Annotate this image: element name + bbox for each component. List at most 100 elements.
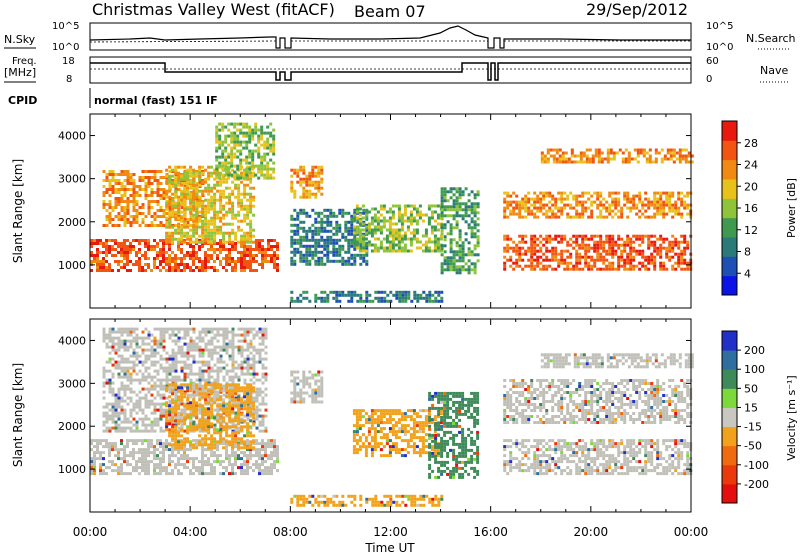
velocity-echo-cell xyxy=(99,472,102,475)
velocity-echo-cell xyxy=(154,370,157,373)
power-echo-cell xyxy=(688,161,691,164)
power-echo-cell xyxy=(533,250,536,253)
power-echo-cell xyxy=(530,241,533,244)
power-echo-cell xyxy=(530,235,533,238)
power-echo-cell xyxy=(165,241,168,244)
power-echo-cell xyxy=(171,193,174,196)
power-echo-cell xyxy=(132,248,135,251)
power-echo-cell xyxy=(326,257,329,260)
power-echo-cell xyxy=(273,263,276,266)
power-echo-cell xyxy=(103,203,106,206)
power-echo-cell xyxy=(554,235,557,238)
velocity-echo-cell xyxy=(142,343,145,346)
power-echo-cell xyxy=(638,262,641,265)
power-echo-cell xyxy=(459,247,462,250)
power-echo-cell xyxy=(462,214,465,217)
power-echo-cell xyxy=(637,161,640,164)
power-echo-cell xyxy=(380,241,383,244)
power-echo-cell xyxy=(656,201,659,204)
power-echo-cell xyxy=(138,257,141,260)
power-echo-cell xyxy=(683,247,686,250)
power-echo-cell xyxy=(118,173,121,176)
velocity-echo-cell xyxy=(231,451,234,454)
power-echo-cell xyxy=(186,266,189,269)
power-echo-cell xyxy=(249,248,252,251)
power-echo-cell xyxy=(608,192,611,195)
power-echo-cell xyxy=(441,271,444,274)
power-echo-cell xyxy=(611,192,614,195)
power-echo-cell xyxy=(413,229,416,232)
power-echo-cell xyxy=(551,216,554,219)
power-echo-cell xyxy=(656,247,659,250)
power-echo-cell xyxy=(683,207,686,210)
power-echo-cell xyxy=(186,208,189,211)
power-echo-cell xyxy=(148,203,151,206)
power-echo-cell xyxy=(646,158,649,161)
power-echo-cell xyxy=(168,184,171,187)
power-echo-cell xyxy=(276,245,279,248)
power-echo-cell xyxy=(329,236,332,239)
velocity-echo-cell xyxy=(157,424,160,427)
velocity-echo-cell xyxy=(136,373,139,376)
power-echo-cell xyxy=(668,259,671,262)
power-echo-cell xyxy=(311,230,314,233)
power-echo-cell xyxy=(459,259,462,262)
power-echo-cell xyxy=(99,239,102,242)
power-echo-cell xyxy=(127,170,130,173)
velocity-echo-cell xyxy=(193,358,196,361)
power-echo-cell xyxy=(428,300,431,303)
power-echo-cell xyxy=(401,238,404,241)
power-echo-cell xyxy=(215,132,218,135)
power-echo-cell xyxy=(392,217,395,220)
power-echo-cell xyxy=(231,190,234,193)
velocity-echo-cell xyxy=(267,454,270,457)
power-echo-cell xyxy=(249,223,252,226)
power-echo-cell xyxy=(240,263,243,266)
velocity-echo-cell xyxy=(156,454,159,457)
power-echo-cell xyxy=(171,211,174,214)
power-echo-cell xyxy=(201,190,204,193)
power-echo-cell xyxy=(243,190,246,193)
velocity-echo-cell xyxy=(117,451,120,454)
power-echo-cell xyxy=(162,254,165,257)
nsky-tick-bottom: 10^0 xyxy=(52,42,79,53)
velocity-echo-cell xyxy=(211,355,214,358)
power-echo-cell xyxy=(177,211,180,214)
power-echo-cell xyxy=(656,207,659,210)
velocity-echo-cell xyxy=(243,472,246,475)
power-echo-cell xyxy=(668,207,671,210)
power-echo-cell xyxy=(144,242,147,245)
power-echo-cell xyxy=(596,247,599,250)
power-echo-cell xyxy=(338,300,341,303)
velocity-echo-cell xyxy=(165,472,168,475)
velocity-echo-cell xyxy=(174,454,177,457)
power-echo-cell xyxy=(635,250,638,253)
velocity-echo-cell xyxy=(264,445,267,448)
power-echo-cell xyxy=(123,263,126,266)
velocity-echo-cell xyxy=(154,340,157,343)
power-echo-cell xyxy=(105,242,108,245)
power-echo-cell xyxy=(293,169,296,172)
power-echo-cell xyxy=(456,208,459,211)
power-echo-cell xyxy=(668,195,671,198)
velocity-echo-cell xyxy=(142,331,145,334)
power-echo-cell xyxy=(437,250,440,253)
power-echo-cell xyxy=(138,263,141,266)
velocity-echo-cell xyxy=(148,406,151,409)
power-echo-cell xyxy=(121,215,124,218)
power-echo-cell xyxy=(168,266,171,269)
power-echo-cell xyxy=(237,205,240,208)
power-echo-cell xyxy=(572,198,575,201)
power-echo-cell xyxy=(165,235,168,238)
power-echo-cell xyxy=(249,175,252,178)
power-echo-cell xyxy=(180,184,183,187)
power-echo-cell xyxy=(548,235,551,238)
power-echo-cell xyxy=(263,174,266,177)
power-echo-cell xyxy=(632,204,635,207)
velocity-echo-cell xyxy=(102,463,105,466)
velocity-echo-cell xyxy=(154,361,157,364)
power-echo-cell xyxy=(468,247,471,250)
power-echo-cell xyxy=(177,248,180,251)
power-echo-cell xyxy=(204,223,207,226)
power-echo-cell xyxy=(171,208,174,211)
